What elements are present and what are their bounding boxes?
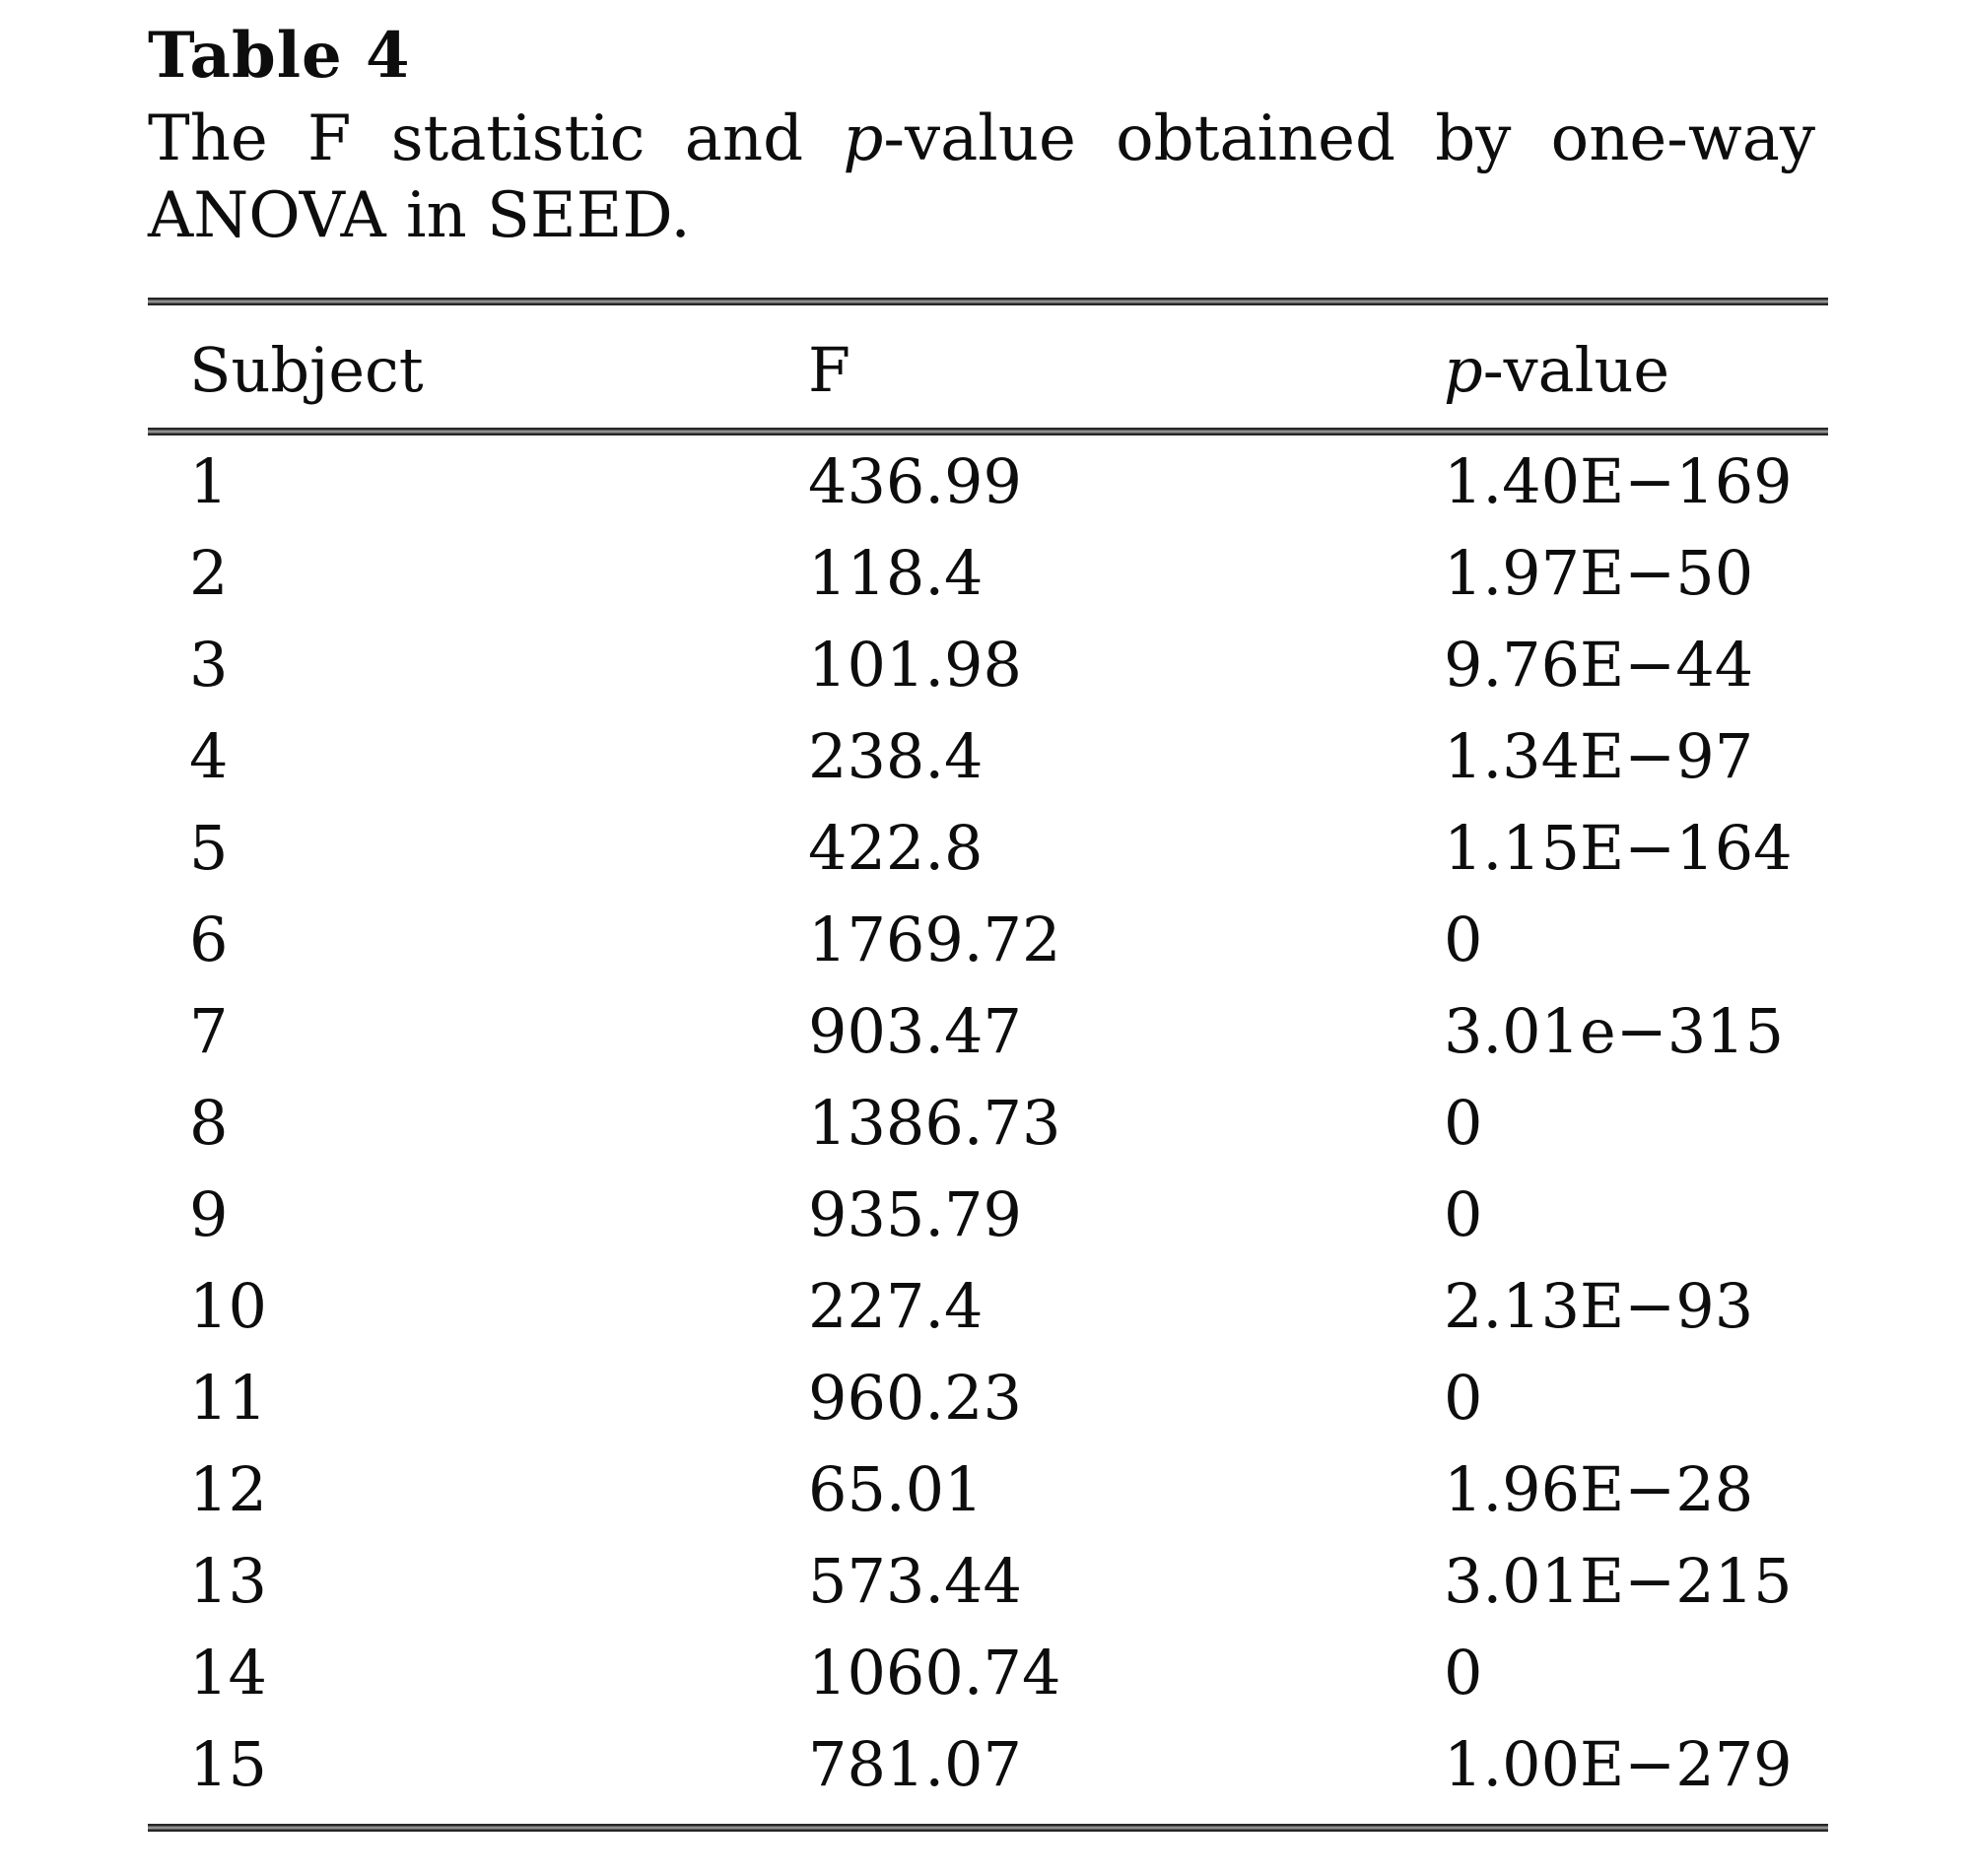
table-row: 9 935.79 0: [148, 1169, 1828, 1260]
row-subject: 10: [189, 1270, 267, 1342]
row-subject: 7: [189, 995, 229, 1067]
row-f-value: 935.79: [808, 1178, 1022, 1250]
row-subject: 2: [189, 537, 229, 609]
table-row: 1 436.99 1.40E−169: [148, 436, 1828, 527]
caption-text-before: The F statistic and: [148, 102, 844, 175]
table-row: 6 1769.72 0: [148, 894, 1828, 985]
row-subject: 1: [189, 445, 229, 517]
row-subject: 11: [189, 1362, 267, 1434]
row-p-value: 1.15E−164: [1444, 812, 1793, 884]
table-body: 1 436.99 1.40E−169 2 118.4 1.97E−50 3 101.98 9.7…: [148, 436, 1828, 1810]
table-top-rule: [148, 298, 1828, 305]
row-f-value: 781.07: [808, 1728, 1022, 1800]
column-header-subject: Subject: [189, 333, 424, 406]
header-italic-p: p: [1444, 333, 1483, 406]
row-f-value: 238.4: [808, 720, 984, 792]
row-p-value: 0: [1444, 904, 1483, 975]
table-4-block: Table 4 The F statistic and p-value obta…: [148, 0, 1828, 1832]
row-f-value: 227.4: [808, 1270, 984, 1342]
table-row: 7 903.47 3.01e−315: [148, 985, 1828, 1077]
row-f-value: 960.23: [808, 1362, 1022, 1434]
table-row: 15 781.07 1.00E−279: [148, 1718, 1828, 1810]
caption-line-1: The F statistic and p-value obtained by …: [148, 100, 1815, 177]
row-subject: 5: [189, 812, 229, 884]
row-p-value: 1.00E−279: [1444, 1728, 1793, 1800]
row-f-value: 1769.72: [808, 904, 1061, 975]
row-f-value: 101.98: [808, 629, 1022, 701]
table-row: 3 101.98 9.76E−44: [148, 619, 1828, 710]
row-subject: 8: [189, 1087, 229, 1159]
table-row: 8 1386.73 0: [148, 1077, 1828, 1169]
table-title: Table 4: [148, 19, 411, 93]
table-bottom-rule: [148, 1824, 1828, 1832]
row-subject: 14: [189, 1637, 267, 1708]
row-p-value: 9.76E−44: [1444, 629, 1754, 701]
header-p-rest: -value: [1482, 333, 1670, 406]
row-subject: 6: [189, 904, 229, 975]
row-p-value: 2.13E−93: [1444, 1270, 1754, 1342]
row-p-value: 0: [1444, 1178, 1483, 1250]
row-f-value: 573.44: [808, 1545, 1022, 1617]
row-f-value: 422.8: [808, 812, 984, 884]
row-subject: 9: [189, 1178, 229, 1250]
row-f-value: 1386.73: [808, 1087, 1061, 1159]
caption-line-2: ANOVA in SEED.: [148, 179, 691, 252]
row-f-value: 1060.74: [808, 1637, 1061, 1708]
row-p-value: 1.96E−28: [1444, 1453, 1754, 1525]
row-p-value: 0: [1444, 1637, 1483, 1708]
column-header-f: F: [808, 333, 851, 406]
row-f-value: 903.47: [808, 995, 1022, 1067]
row-p-value: 0: [1444, 1087, 1483, 1159]
caption-italic-p: p: [843, 102, 884, 175]
row-f-value: 436.99: [808, 445, 1022, 517]
row-p-value: 3.01E−215: [1444, 1545, 1793, 1617]
table-row: 5 422.8 1.15E−164: [148, 802, 1828, 894]
table-header-row: Subject F p-value: [148, 305, 1828, 428]
column-header-p-value: p-value: [1444, 334, 1828, 406]
table-bottom-spacer: [148, 1810, 1828, 1824]
table-row: 2 118.4 1.97E−50: [148, 527, 1828, 619]
table-row: 11 960.23 0: [148, 1352, 1828, 1443]
row-p-value: 3.01e−315: [1444, 995, 1785, 1067]
row-p-value: 1.34E−97: [1444, 720, 1754, 792]
table-header-rule: [148, 428, 1828, 436]
table-row: 10 227.4 2.13E−93: [148, 1260, 1828, 1352]
row-f-value: 118.4: [808, 537, 984, 609]
caption-text-after: -value obtained by one-way: [883, 102, 1816, 175]
row-subject: 12: [189, 1453, 267, 1525]
table-row: 12 65.01 1.96E−28: [148, 1443, 1828, 1535]
table-caption: The F statistic and p-value obtained by …: [148, 100, 1815, 254]
table-row: 14 1060.74 0: [148, 1627, 1828, 1718]
row-p-value: 1.40E−169: [1444, 445, 1793, 517]
table-row: 13 573.44 3.01E−215: [148, 1535, 1828, 1627]
row-subject: 3: [189, 629, 229, 701]
row-subject: 15: [189, 1728, 267, 1800]
row-subject: 4: [189, 720, 229, 792]
row-subject: 13: [189, 1545, 267, 1617]
row-f-value: 65.01: [808, 1453, 984, 1525]
row-p-value: 0: [1444, 1362, 1483, 1434]
row-p-value: 1.97E−50: [1444, 537, 1754, 609]
table-row: 4 238.4 1.34E−97: [148, 710, 1828, 802]
